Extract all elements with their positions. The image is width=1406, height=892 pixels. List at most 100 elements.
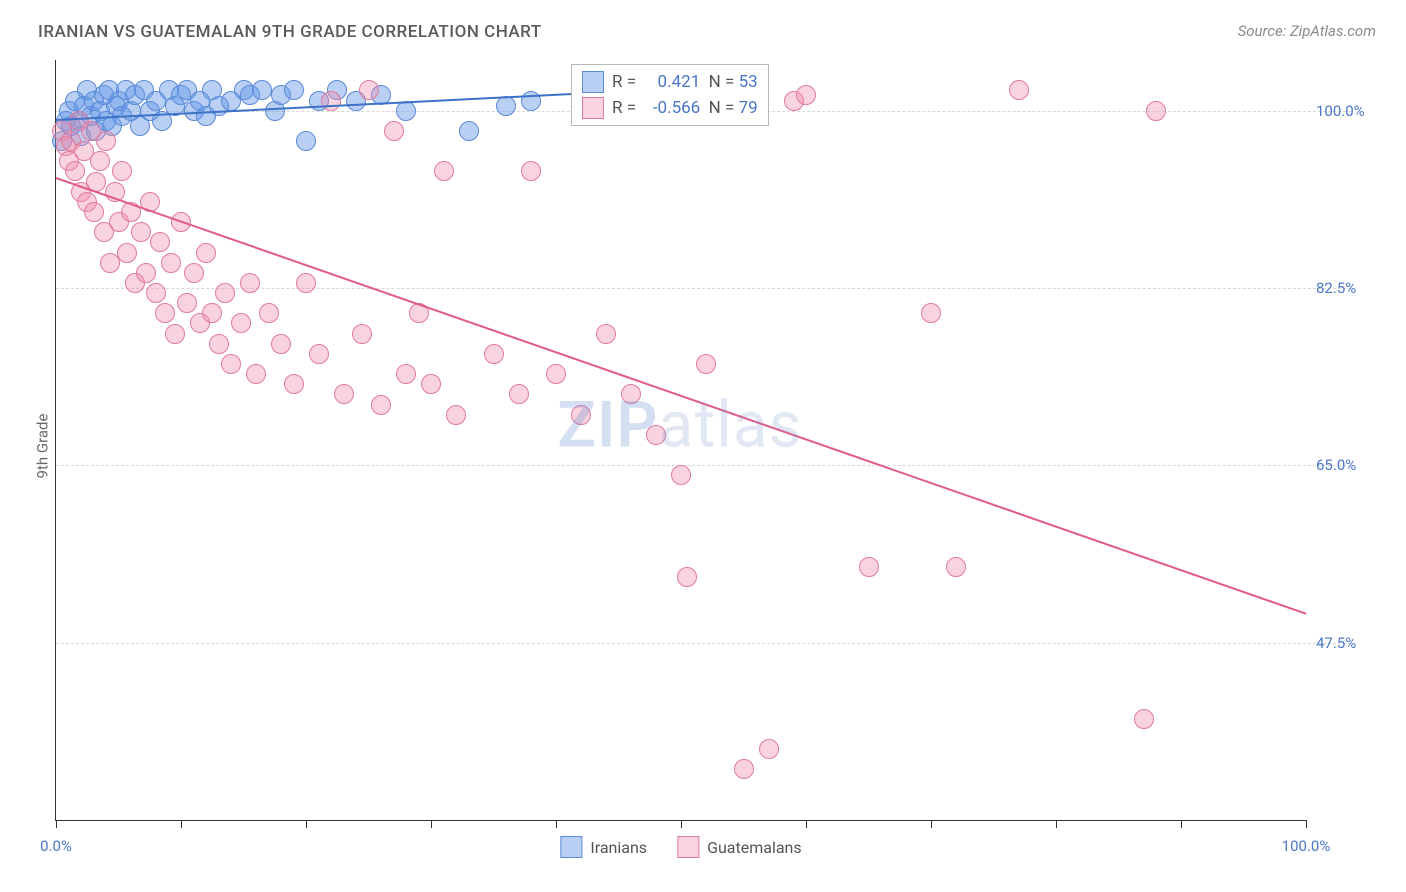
regression-line bbox=[56, 177, 1307, 615]
data-point bbox=[571, 405, 591, 425]
gridline-h bbox=[56, 465, 1351, 466]
data-point bbox=[100, 253, 120, 273]
data-point bbox=[521, 161, 541, 181]
data-point bbox=[596, 324, 616, 344]
data-point bbox=[484, 344, 504, 364]
data-point bbox=[946, 557, 966, 577]
x-tick-label: 100.0% bbox=[1282, 837, 1331, 855]
legend-item: Guatemalans bbox=[677, 836, 802, 858]
data-point bbox=[421, 374, 441, 394]
data-point bbox=[321, 91, 341, 111]
data-point bbox=[96, 131, 116, 151]
data-point bbox=[677, 567, 697, 587]
legend-label: Guatemalans bbox=[707, 838, 802, 857]
correlation-legend: R = 0.421 N = 53 R = -0.566 N = 79 bbox=[571, 64, 769, 126]
data-point bbox=[646, 425, 666, 445]
data-point bbox=[1134, 709, 1154, 729]
data-point bbox=[396, 364, 416, 384]
data-point bbox=[150, 232, 170, 252]
data-point bbox=[859, 557, 879, 577]
data-point bbox=[309, 344, 329, 364]
source-label: Source: ZipAtlas.com bbox=[1238, 22, 1376, 40]
data-point bbox=[112, 161, 132, 181]
data-point bbox=[146, 283, 166, 303]
x-tick bbox=[1181, 820, 1182, 828]
data-point bbox=[296, 131, 316, 151]
data-point bbox=[759, 739, 779, 759]
x-tick bbox=[806, 820, 807, 828]
legend-text: R = 0.421 N = 53 bbox=[612, 72, 758, 92]
y-tick-label: 100.0% bbox=[1316, 102, 1365, 120]
data-point bbox=[161, 253, 181, 273]
data-point bbox=[259, 303, 279, 323]
x-tick bbox=[181, 820, 182, 828]
data-point bbox=[184, 263, 204, 283]
data-point bbox=[240, 273, 260, 293]
data-point bbox=[434, 161, 454, 181]
data-point bbox=[734, 759, 754, 779]
legend-swatch bbox=[582, 71, 604, 93]
data-point bbox=[509, 384, 529, 404]
y-axis-label: 9th Grade bbox=[33, 414, 51, 479]
x-tick bbox=[306, 820, 307, 828]
legend-label: Iranians bbox=[590, 838, 647, 857]
x-tick bbox=[556, 820, 557, 828]
legend-text: R = -0.566 N = 79 bbox=[612, 98, 758, 118]
data-point bbox=[384, 121, 404, 141]
legend-swatch bbox=[582, 97, 604, 119]
data-point bbox=[221, 354, 241, 374]
data-point bbox=[284, 374, 304, 394]
data-point bbox=[131, 222, 151, 242]
chart-container: 47.5%65.0%82.5%100.0%0.0%100.0%R = 0.421… bbox=[55, 60, 1305, 820]
data-point bbox=[165, 324, 185, 344]
data-point bbox=[136, 263, 156, 283]
data-point bbox=[671, 465, 691, 485]
data-point bbox=[202, 303, 222, 323]
data-point bbox=[271, 334, 291, 354]
data-point bbox=[696, 354, 716, 374]
data-point bbox=[921, 303, 941, 323]
data-point bbox=[209, 334, 229, 354]
legend-swatch bbox=[560, 836, 582, 858]
data-point bbox=[796, 85, 816, 105]
data-point bbox=[1009, 80, 1029, 100]
x-tick bbox=[931, 820, 932, 828]
y-tick-label: 65.0% bbox=[1316, 456, 1356, 474]
data-point bbox=[446, 405, 466, 425]
data-point bbox=[546, 364, 566, 384]
data-point bbox=[459, 121, 479, 141]
data-point bbox=[621, 384, 641, 404]
data-point bbox=[117, 243, 137, 263]
data-point bbox=[177, 293, 197, 313]
data-point bbox=[84, 202, 104, 222]
data-point bbox=[246, 364, 266, 384]
legend-row: R = 0.421 N = 53 bbox=[582, 69, 758, 95]
data-point bbox=[90, 151, 110, 171]
data-point bbox=[352, 324, 372, 344]
x-tick bbox=[681, 820, 682, 828]
data-point bbox=[359, 80, 379, 100]
chart-title: IRANIAN VS GUATEMALAN 9TH GRADE CORRELAT… bbox=[38, 22, 542, 42]
gridline-h bbox=[56, 643, 1351, 644]
legend-row: R = -0.566 N = 79 bbox=[582, 95, 758, 121]
y-tick-label: 82.5% bbox=[1316, 279, 1356, 297]
y-tick-label: 47.5% bbox=[1316, 634, 1356, 652]
data-point bbox=[196, 243, 216, 263]
legend-item: Iranians bbox=[560, 836, 647, 858]
data-point bbox=[334, 384, 354, 404]
data-point bbox=[231, 313, 251, 333]
data-point bbox=[296, 273, 316, 293]
data-point bbox=[65, 161, 85, 181]
x-tick bbox=[1056, 820, 1057, 828]
data-point bbox=[284, 80, 304, 100]
legend-swatch bbox=[677, 836, 699, 858]
data-point bbox=[252, 80, 272, 100]
x-tick bbox=[431, 820, 432, 828]
x-tick bbox=[56, 820, 57, 828]
x-tick bbox=[1306, 820, 1307, 828]
data-point bbox=[155, 303, 175, 323]
x-tick-label: 0.0% bbox=[40, 837, 72, 855]
data-point bbox=[371, 395, 391, 415]
plot-area: 47.5%65.0%82.5%100.0%0.0%100.0%R = 0.421… bbox=[55, 60, 1306, 821]
series-legend: Iranians Guatemalans bbox=[560, 836, 801, 858]
